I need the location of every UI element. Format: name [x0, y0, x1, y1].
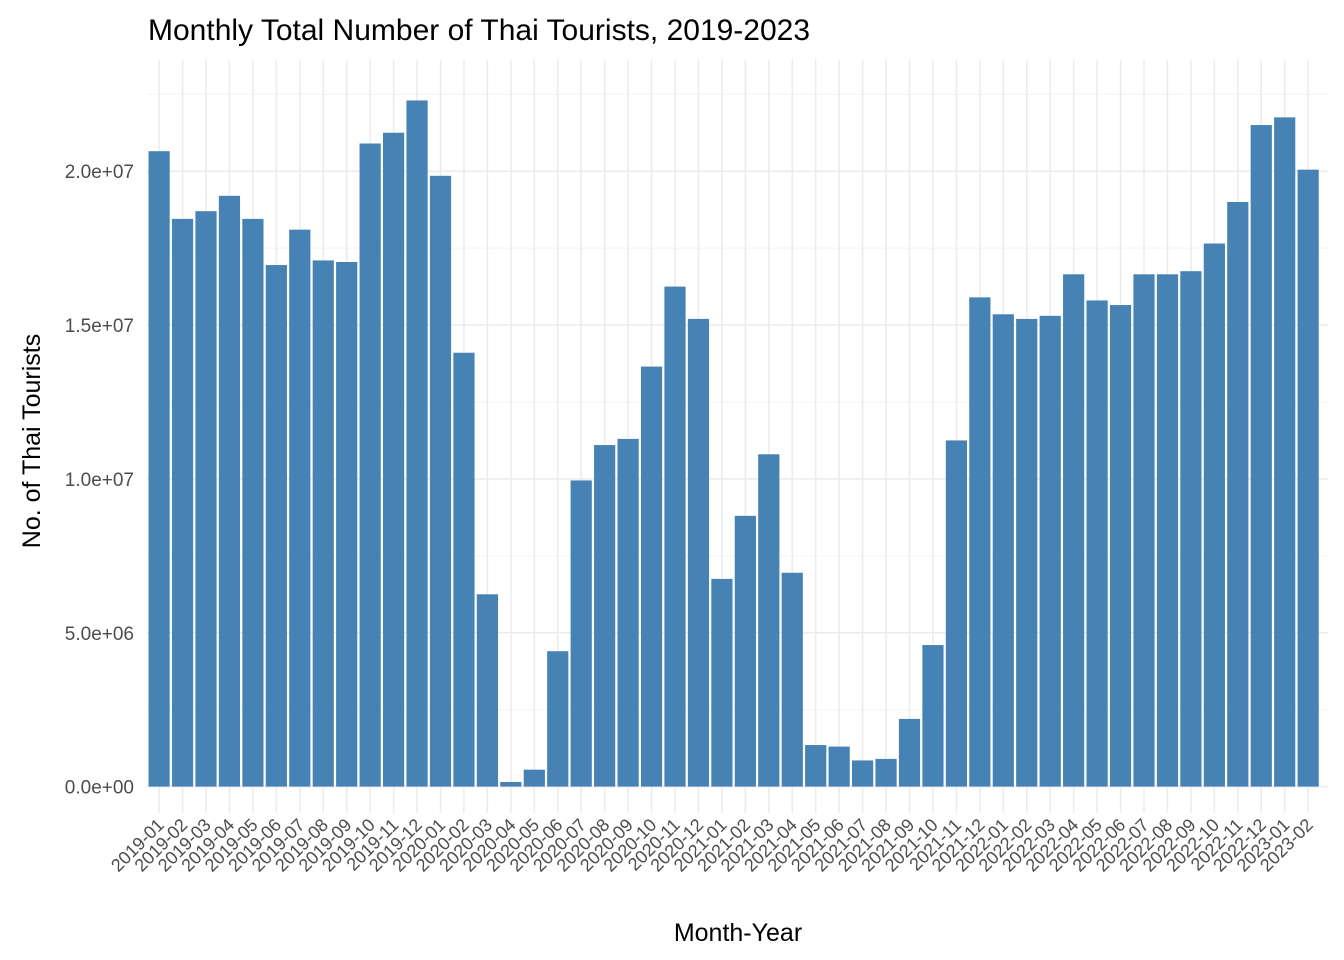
bar	[1063, 274, 1085, 787]
bar	[875, 758, 897, 787]
bar	[594, 445, 616, 787]
bar	[406, 100, 428, 787]
bar	[195, 211, 217, 787]
y-tick-label: 0.0e+00	[65, 778, 134, 799]
bar	[570, 480, 592, 787]
bar	[1109, 305, 1132, 787]
bar	[1180, 271, 1202, 787]
bar	[336, 261, 358, 787]
bar	[523, 769, 545, 787]
x-axis-ticks: 2019-012019-022019-032019-042019-052019-…	[107, 815, 1317, 876]
bar	[171, 218, 194, 787]
bar	[453, 352, 475, 787]
bar	[359, 143, 381, 787]
bar	[664, 286, 686, 787]
bar	[429, 175, 452, 787]
bar	[898, 718, 921, 787]
bar	[1039, 315, 1061, 787]
bar	[758, 454, 780, 787]
bar	[383, 132, 405, 787]
bar	[828, 746, 850, 787]
chart-title: Monthly Total Number of Thai Tourists, 2…	[148, 14, 810, 47]
bar	[687, 318, 710, 787]
bar	[734, 515, 756, 787]
y-axis-title: No. of Thai Tourists	[18, 334, 46, 548]
bar	[852, 760, 874, 787]
bar	[1156, 274, 1179, 787]
bar	[289, 229, 311, 787]
y-tick-label: 1.0e+07	[65, 470, 134, 491]
bar	[617, 438, 639, 787]
bar	[969, 297, 991, 787]
bar	[1250, 125, 1272, 787]
x-axis-title: Month-Year	[674, 919, 802, 947]
bar	[711, 578, 733, 787]
bar	[1203, 243, 1225, 787]
bar	[312, 260, 334, 787]
bar	[640, 366, 663, 787]
bar	[500, 781, 522, 787]
bar	[1016, 318, 1038, 787]
y-axis-ticks: 0.0e+00 5.0e+06 1.0e+07 1.5e+07 2.0e+07	[65, 162, 134, 798]
bar	[1227, 201, 1249, 787]
bar	[148, 151, 170, 787]
bar	[781, 572, 803, 787]
bar	[265, 265, 287, 787]
bar	[1297, 169, 1319, 787]
y-tick-label: 1.5e+07	[65, 316, 134, 337]
bar	[1086, 300, 1108, 787]
bar	[476, 594, 498, 787]
bar	[945, 440, 967, 787]
bar	[547, 651, 569, 787]
bar	[242, 218, 264, 787]
bar	[922, 645, 944, 787]
bars	[148, 100, 1319, 787]
bar	[1133, 274, 1155, 787]
y-tick-label: 2.0e+07	[65, 162, 134, 183]
bar	[992, 314, 1014, 787]
bar	[1274, 117, 1296, 787]
bar	[218, 195, 241, 787]
bar	[805, 745, 827, 787]
y-tick-label: 5.0e+06	[65, 624, 134, 645]
